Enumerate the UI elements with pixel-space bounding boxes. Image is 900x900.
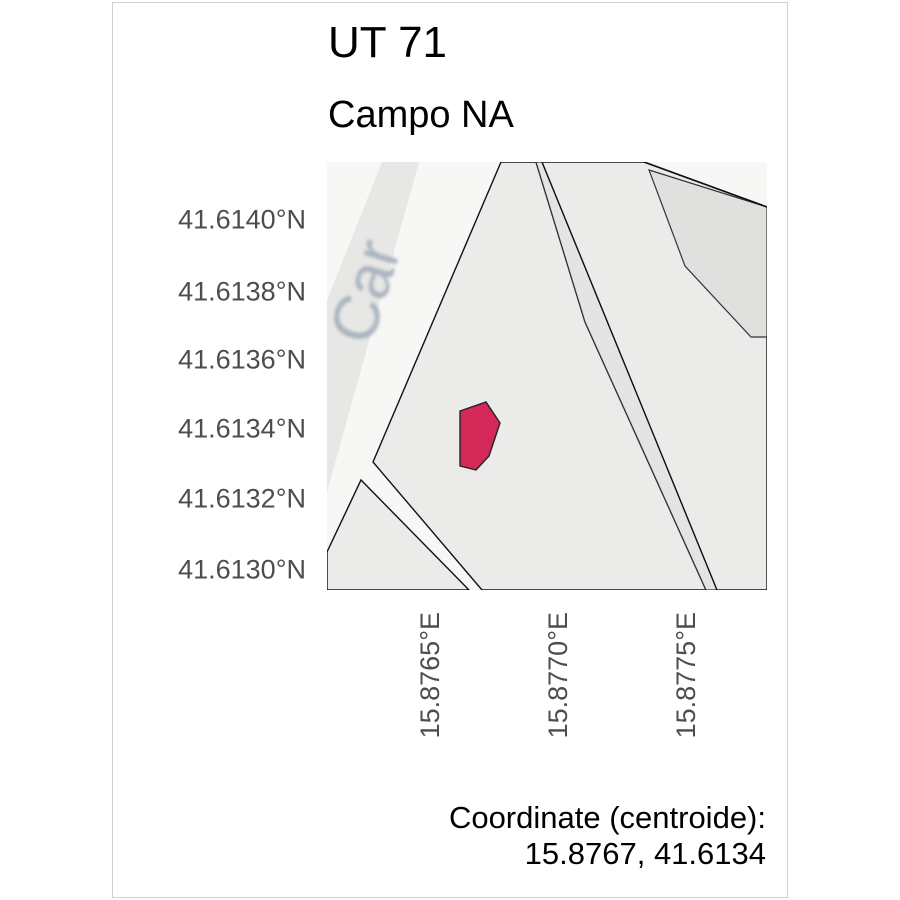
page-title: UT 71 <box>328 18 448 67</box>
centroid-caption: Coordinate (centroide): 15.8767, 41.6134 <box>449 800 766 872</box>
lon-label-2: 15.8775°E <box>671 612 701 739</box>
parcel-right <box>648 169 767 338</box>
page-subtitle: Campo NA <box>328 94 514 136</box>
road-band <box>327 162 419 492</box>
lat-label-5: 41.6130°N <box>178 554 306 585</box>
lon-label-0: 15.8765°E <box>415 612 445 739</box>
parcel-left <box>327 478 470 590</box>
lon-label-1: 15.8770°E <box>543 612 573 739</box>
map-panel[interactable]: Car <box>327 162 767 590</box>
caption-line-1: Coordinate (centroide): <box>448 800 766 835</box>
lat-label-3: 41.6134°N <box>178 413 306 444</box>
lat-label-1: 41.6138°N <box>178 276 306 307</box>
parcel-strip <box>535 162 718 590</box>
field-polygon[interactable] <box>459 401 501 471</box>
lat-label-0: 41.6140°N <box>178 204 306 235</box>
lat-label-4: 41.6132°N <box>178 483 306 514</box>
caption-line-2: 15.8767, 41.6134 <box>524 836 766 871</box>
lat-label-2: 41.6136°N <box>178 344 306 375</box>
boundary-line <box>643 162 767 208</box>
